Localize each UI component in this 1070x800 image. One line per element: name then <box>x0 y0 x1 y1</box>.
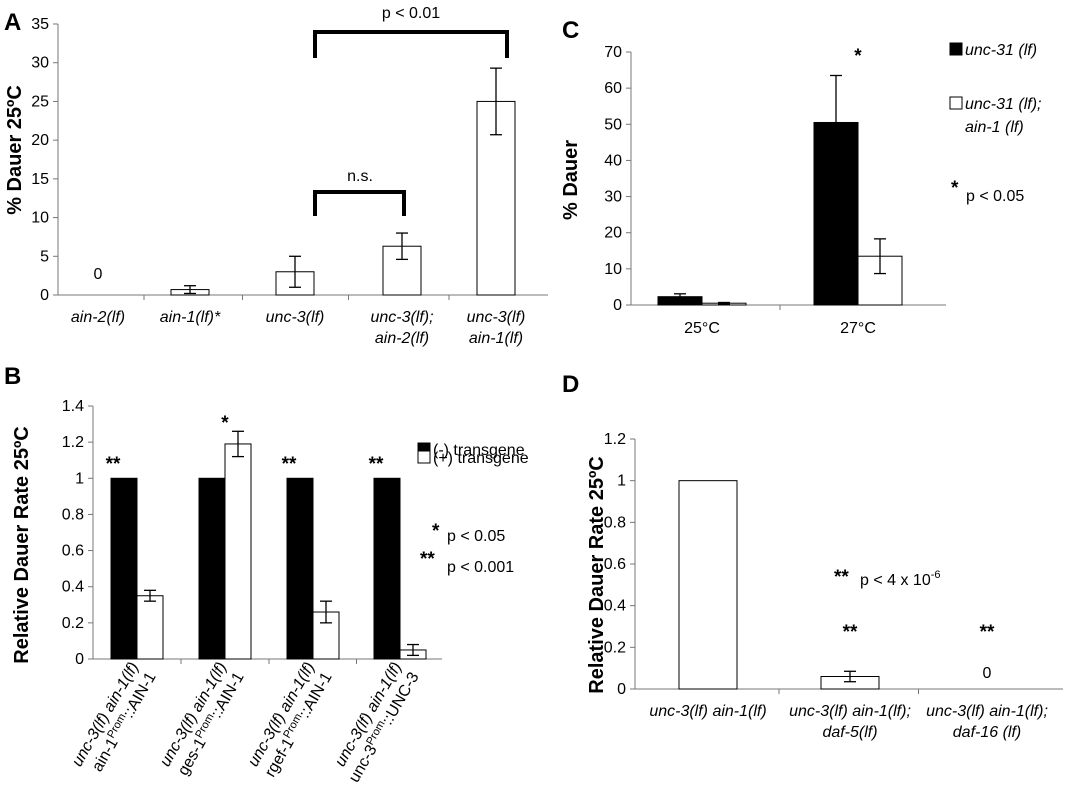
x-category-label: daf-5(lf) <box>822 724 877 741</box>
y-tick-label: 1.4 <box>62 398 84 415</box>
y-tick-label: 10 <box>604 261 622 278</box>
y-tick-label: 70 <box>604 44 622 61</box>
significance-bracket <box>313 190 406 216</box>
footnote-mark: * <box>432 521 440 542</box>
y-tick-label: 0.4 <box>62 579 84 596</box>
legend-swatch <box>949 42 963 56</box>
legend-label: unc-31 (lf) <box>965 42 1037 59</box>
x-category-label: ain-1(lf) <box>469 330 523 347</box>
y-tick-label: 10 <box>31 210 49 227</box>
x-category-label: unc-3(lf) ain-1(lf)ain-1Prom::AIN-1 <box>69 660 160 775</box>
y-tick-label: 0.6 <box>62 543 84 560</box>
bracket-label: n.s. <box>347 168 373 185</box>
legend-swatch <box>417 450 431 464</box>
significance-mark: ** <box>369 454 384 475</box>
panel-d-y-axis-label: Relative Dauer Rate 25ºC <box>586 456 608 693</box>
y-tick-label: 0.2 <box>604 639 626 656</box>
y-tick-label: 0.8 <box>604 514 626 531</box>
bar <box>286 477 314 660</box>
y-tick-label: 0 <box>613 297 622 314</box>
footnote-mark: * <box>951 178 959 199</box>
panel-letter-c: C <box>562 17 579 44</box>
significance-mark: ** <box>843 622 858 643</box>
y-tick-label: 0.6 <box>604 556 626 573</box>
panel-a-chart: 0 5 10 15 20 25 30 35 ain-2(lf) ain-1(lf)* unc-3(l… <box>31 5 548 347</box>
footnote-text: p < 0.05 <box>447 528 505 545</box>
x-category-label: ain-2(lf) <box>71 309 125 326</box>
bar <box>136 595 164 660</box>
bracket-label: p < 0.01 <box>382 5 440 22</box>
y-tick-label: 20 <box>604 225 622 242</box>
y-tick-label: 25 <box>31 93 49 110</box>
x-category-label: unc-3(lf); <box>370 309 433 326</box>
x-category-label: unc-3(lf) ain-1(lf); <box>789 703 911 720</box>
panel-letter-a: A <box>4 9 21 36</box>
panel-d-chart: 0 0.2 0.4 0.6 0.8 1 1.2 unc-3(lf) ain-1(lf) ** un… <box>604 431 1063 741</box>
panel-a-y-axis-label: % Dauer 25ºC <box>4 85 26 215</box>
footnote-mark: ** <box>420 549 435 570</box>
legend-label: ain-1 (lf) <box>965 119 1024 136</box>
y-tick-label: 5 <box>40 248 49 265</box>
y-tick-label: 20 <box>31 132 49 149</box>
panel-b-y-axis-label: Relative Dauer Rate 25ºC <box>11 426 33 663</box>
panel-c-chart: 0 10 20 30 40 50 60 70 25°C 27°C * unc-31 (lf) unc-3… <box>604 42 1041 337</box>
significance-bracket <box>313 30 509 58</box>
y-tick-label: 0.8 <box>62 506 84 523</box>
y-tick-label: 0 <box>617 681 626 698</box>
significance-mark: * <box>854 46 862 67</box>
y-tick-label: 30 <box>604 189 622 206</box>
y-tick-label: 0 <box>40 287 49 304</box>
panel-letter-d: D <box>562 371 579 398</box>
y-tick-label: 1 <box>617 473 626 490</box>
y-tick-label: 0.4 <box>604 598 626 615</box>
y-tick-label: 1 <box>75 470 84 487</box>
y-tick-label: 40 <box>604 152 622 169</box>
panel-c-y-axis-label: % Dauer <box>560 140 582 220</box>
y-tick-label: 1.2 <box>62 434 84 451</box>
legend-label: (+) transgene <box>433 450 529 467</box>
x-category-label: unc-3(lf) ain-1(lf) <box>649 703 766 720</box>
footnote-mark: ** <box>834 567 849 588</box>
zero-value-label: 0 <box>94 266 103 283</box>
footnote-text: p < 0.001 <box>447 559 514 576</box>
y-tick-label: 30 <box>31 55 49 72</box>
y-tick-label: 50 <box>604 116 622 133</box>
legend-swatch <box>949 96 963 110</box>
y-tick-label: 35 <box>31 16 49 33</box>
significance-mark: ** <box>106 454 121 475</box>
x-category-label: ain-2(lf) <box>375 330 429 347</box>
x-category-label: unc-3(lf) ain-1(lf)unc-3Prom::UNC-3 <box>332 660 423 786</box>
y-tick-label: 15 <box>31 171 49 188</box>
bar <box>224 443 252 660</box>
x-category-label: ain-1(lf)* <box>160 309 221 326</box>
footnote-text: p < 4 x 10-6 <box>860 569 941 589</box>
x-category-label: daf-16 (lf) <box>953 724 1021 741</box>
y-tick-label: 1.2 <box>604 431 626 448</box>
bar <box>678 480 738 690</box>
bar <box>373 477 401 660</box>
x-category-label: 25°C <box>684 320 720 337</box>
footnote-text: p < 0.05 <box>966 188 1024 205</box>
x-category-label: unc-3(lf) <box>467 309 526 326</box>
y-tick-label: 0 <box>75 651 84 668</box>
x-category-label: 27°C <box>840 320 876 337</box>
bar <box>857 255 903 306</box>
legend-label: (-) transgene <box>433 442 525 459</box>
x-category-label: unc-3(lf) ain-1(lf)rgef-1Prom::AIN-1 <box>245 660 336 781</box>
significance-mark: ** <box>282 454 297 475</box>
x-category-label: unc-3(lf) ain-1(lf)ges-1Prom::AIN-1 <box>157 660 248 779</box>
bar <box>198 477 226 660</box>
x-category-label: unc-3(lf) <box>266 309 325 326</box>
y-tick-label: 0.2 <box>62 615 84 632</box>
panel-b-chart: 00.20.40.60.811.21.4**unc-3(lf) ain-1(lf… <box>62 398 529 785</box>
y-tick-label: 60 <box>604 80 622 97</box>
panel-letter-b: B <box>4 363 21 390</box>
significance-mark: * <box>221 413 229 434</box>
legend-label: unc-31 (lf); <box>965 96 1041 113</box>
significance-mark: ** <box>980 622 995 643</box>
bar <box>110 477 138 660</box>
zero-value-label: 0 <box>983 665 992 682</box>
x-category-label: unc-3(lf) ain-1(lf); <box>926 703 1048 720</box>
